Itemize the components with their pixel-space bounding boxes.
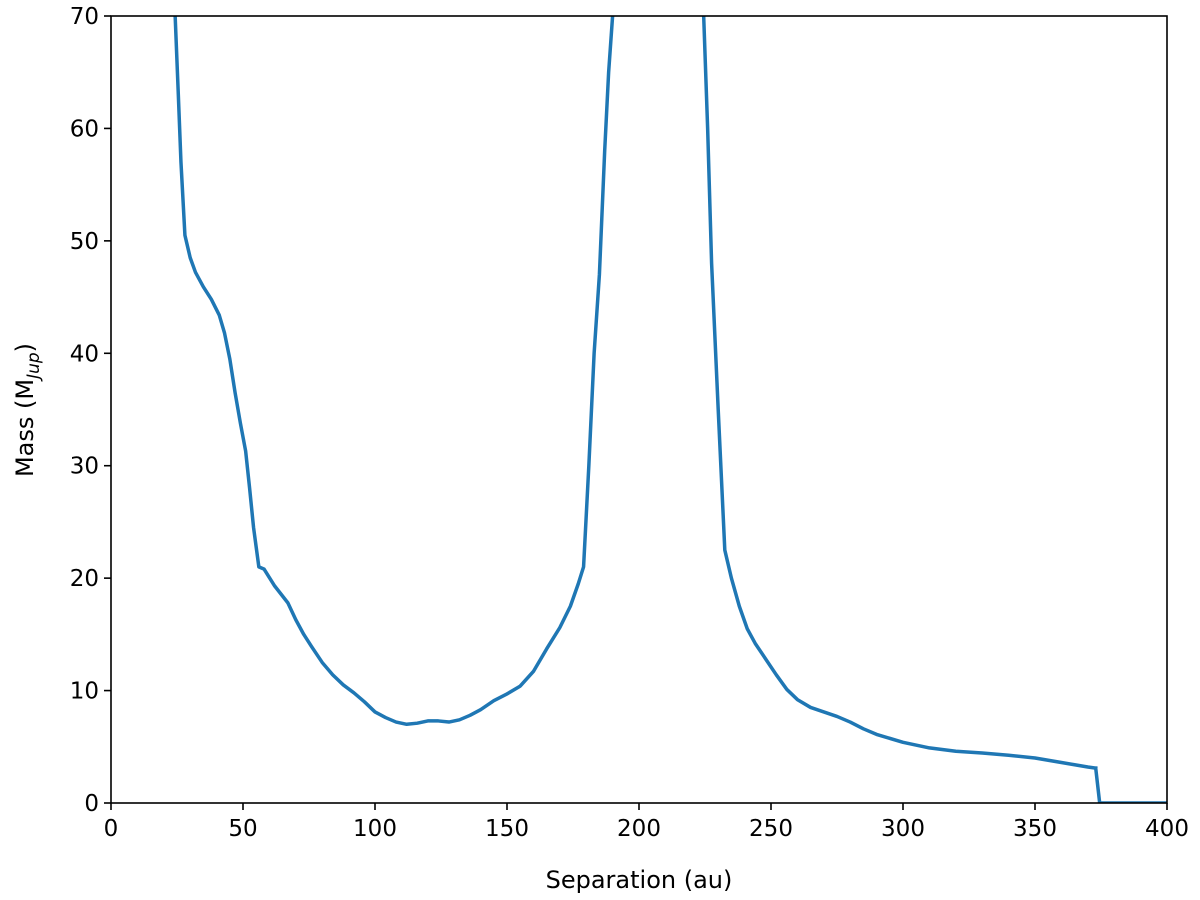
x-tick-label: 400 — [1145, 816, 1189, 842]
y-tick-label: 0 — [84, 791, 99, 817]
x-tick-label: 150 — [485, 816, 529, 842]
x-axis-title: Separation (au) — [546, 866, 733, 894]
y-axis-ticks: 0 10 20 30 40 50 60 70 — [70, 4, 111, 817]
y-tick-label: 30 — [70, 454, 99, 480]
series-line-segment — [173, 16, 615, 727]
y-tick-label: 40 — [70, 341, 99, 367]
plot-background — [111, 16, 1167, 803]
data-layer — [173, 16, 1167, 803]
x-tick-label: 50 — [228, 816, 257, 842]
x-tick-label: 200 — [617, 816, 661, 842]
y-axis-title-subscript: Jup — [24, 352, 44, 382]
x-tick-label: 100 — [353, 816, 397, 842]
y-axis-title-close: ) — [11, 343, 39, 352]
y-tick-label: 20 — [70, 566, 99, 592]
x-tick-label: 350 — [1013, 816, 1057, 842]
y-tick-label: 50 — [70, 229, 99, 255]
series-line-segment — [1093, 766, 1167, 803]
y-axis-title-main: Mass (M — [11, 379, 39, 477]
x-axis-ticks: 0 50 100 150 200 250 300 350 400 — [104, 803, 1189, 842]
y-tick-label: 10 — [70, 679, 99, 705]
y-axis-title: Mass (MJup) — [11, 343, 44, 477]
x-tick-label: 0 — [104, 816, 119, 842]
y-tick-label: 60 — [70, 116, 99, 142]
x-tick-label: 300 — [881, 816, 925, 842]
x-tick-label: 250 — [749, 816, 793, 842]
series-line-segment — [701, 16, 1098, 771]
y-tick-label: 70 — [70, 4, 99, 30]
